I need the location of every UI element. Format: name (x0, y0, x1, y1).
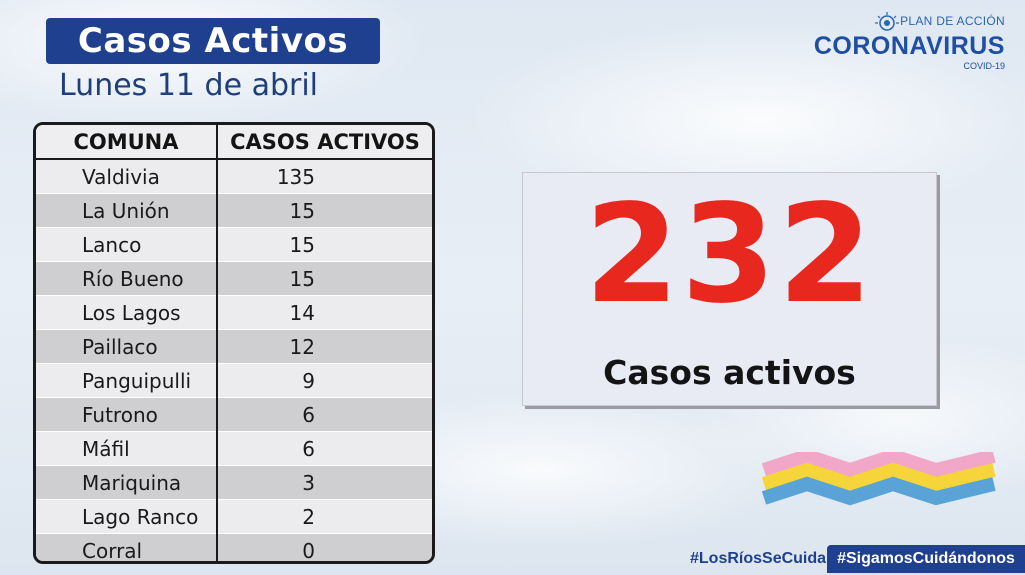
total-cases-value: 232 (584, 176, 875, 334)
logo-covid-text: COVID-19 (963, 61, 1005, 71)
casos-cell: 6 (217, 397, 432, 432)
casos-cell: 3 (217, 465, 432, 500)
casos-cell: 15 (217, 193, 432, 228)
comuna-cell: Valdivia (36, 159, 218, 194)
total-cases-label: Casos activos (603, 353, 856, 392)
casos-cell: 15 (217, 227, 432, 262)
casos-cell: 2 (217, 499, 432, 534)
regional-stripes-decoration (762, 452, 996, 506)
table-row: Lago Ranco 2 (36, 499, 432, 534)
comuna-cell: Futrono (36, 397, 218, 432)
report-date: Lunes 11 de abril (59, 68, 319, 103)
comuna-cell: Paillaco (36, 329, 218, 364)
table-header-row: COMUNA CASOS ACTIVOS (36, 125, 432, 160)
table-row: Panguipulli 9 (36, 363, 432, 398)
casos-cell: 12 (217, 329, 432, 364)
logo-plan-text: PLAN DE ACCIÓN (900, 14, 1005, 28)
table-row: Río Bueno 15 (36, 261, 432, 296)
comuna-cell: Corral (36, 533, 218, 561)
total-cases-card: 232 Casos activos (522, 172, 937, 406)
comuna-cell: Panguipulli (36, 363, 218, 398)
table-row: Los Lagos 14 (36, 295, 432, 330)
comuna-cell: Los Lagos (36, 295, 218, 330)
table-row: Máfil 6 (36, 431, 432, 466)
hashtag-los-rios: #LosRíosSeCuida (690, 550, 827, 567)
comuna-cell: Máfil (36, 431, 218, 466)
table-row: Lanco 15 (36, 227, 432, 262)
comuna-cell: Lanco (36, 227, 218, 262)
comuna-cell: La Unión (36, 193, 218, 228)
casos-cell: 135 (217, 159, 432, 194)
column-header-comuna: COMUNA (36, 125, 218, 160)
page-title: Casos Activos (77, 21, 349, 61)
casos-cell: 15 (217, 261, 432, 296)
table-row: Valdivia 135 (36, 159, 432, 194)
table-row: La Unión 15 (36, 193, 432, 228)
government-emblem-icon (875, 12, 899, 31)
casos-cell: 9 (217, 363, 432, 398)
cases-table: COMUNA CASOS ACTIVOS Valdivia 135 La Unió… (33, 122, 435, 564)
table-row: Paillaco 12 (36, 329, 432, 364)
casos-cell: 0 (217, 533, 432, 561)
casos-cell: 6 (217, 431, 432, 466)
coronavirus-plan-logo: PLAN DE ACCIÓN CORONAVIRUS COVID-19 (813, 10, 1005, 71)
comuna-cell: Mariquina (36, 465, 218, 500)
table-row: Mariquina 3 (36, 465, 432, 500)
table-row: Corral 0 (36, 533, 432, 561)
logo-coronavirus-text: CORONAVIRUS (813, 32, 1005, 60)
comuna-cell: Río Bueno (36, 261, 218, 296)
table-row: Futrono 6 (36, 397, 432, 432)
comuna-cell: Lago Ranco (36, 499, 218, 534)
title-banner: Casos Activos (46, 18, 380, 64)
hashtag-sigamos: #SigamosCuidándonos (827, 545, 1025, 573)
casos-cell: 14 (217, 295, 432, 330)
column-header-casos: CASOS ACTIVOS (217, 125, 432, 160)
